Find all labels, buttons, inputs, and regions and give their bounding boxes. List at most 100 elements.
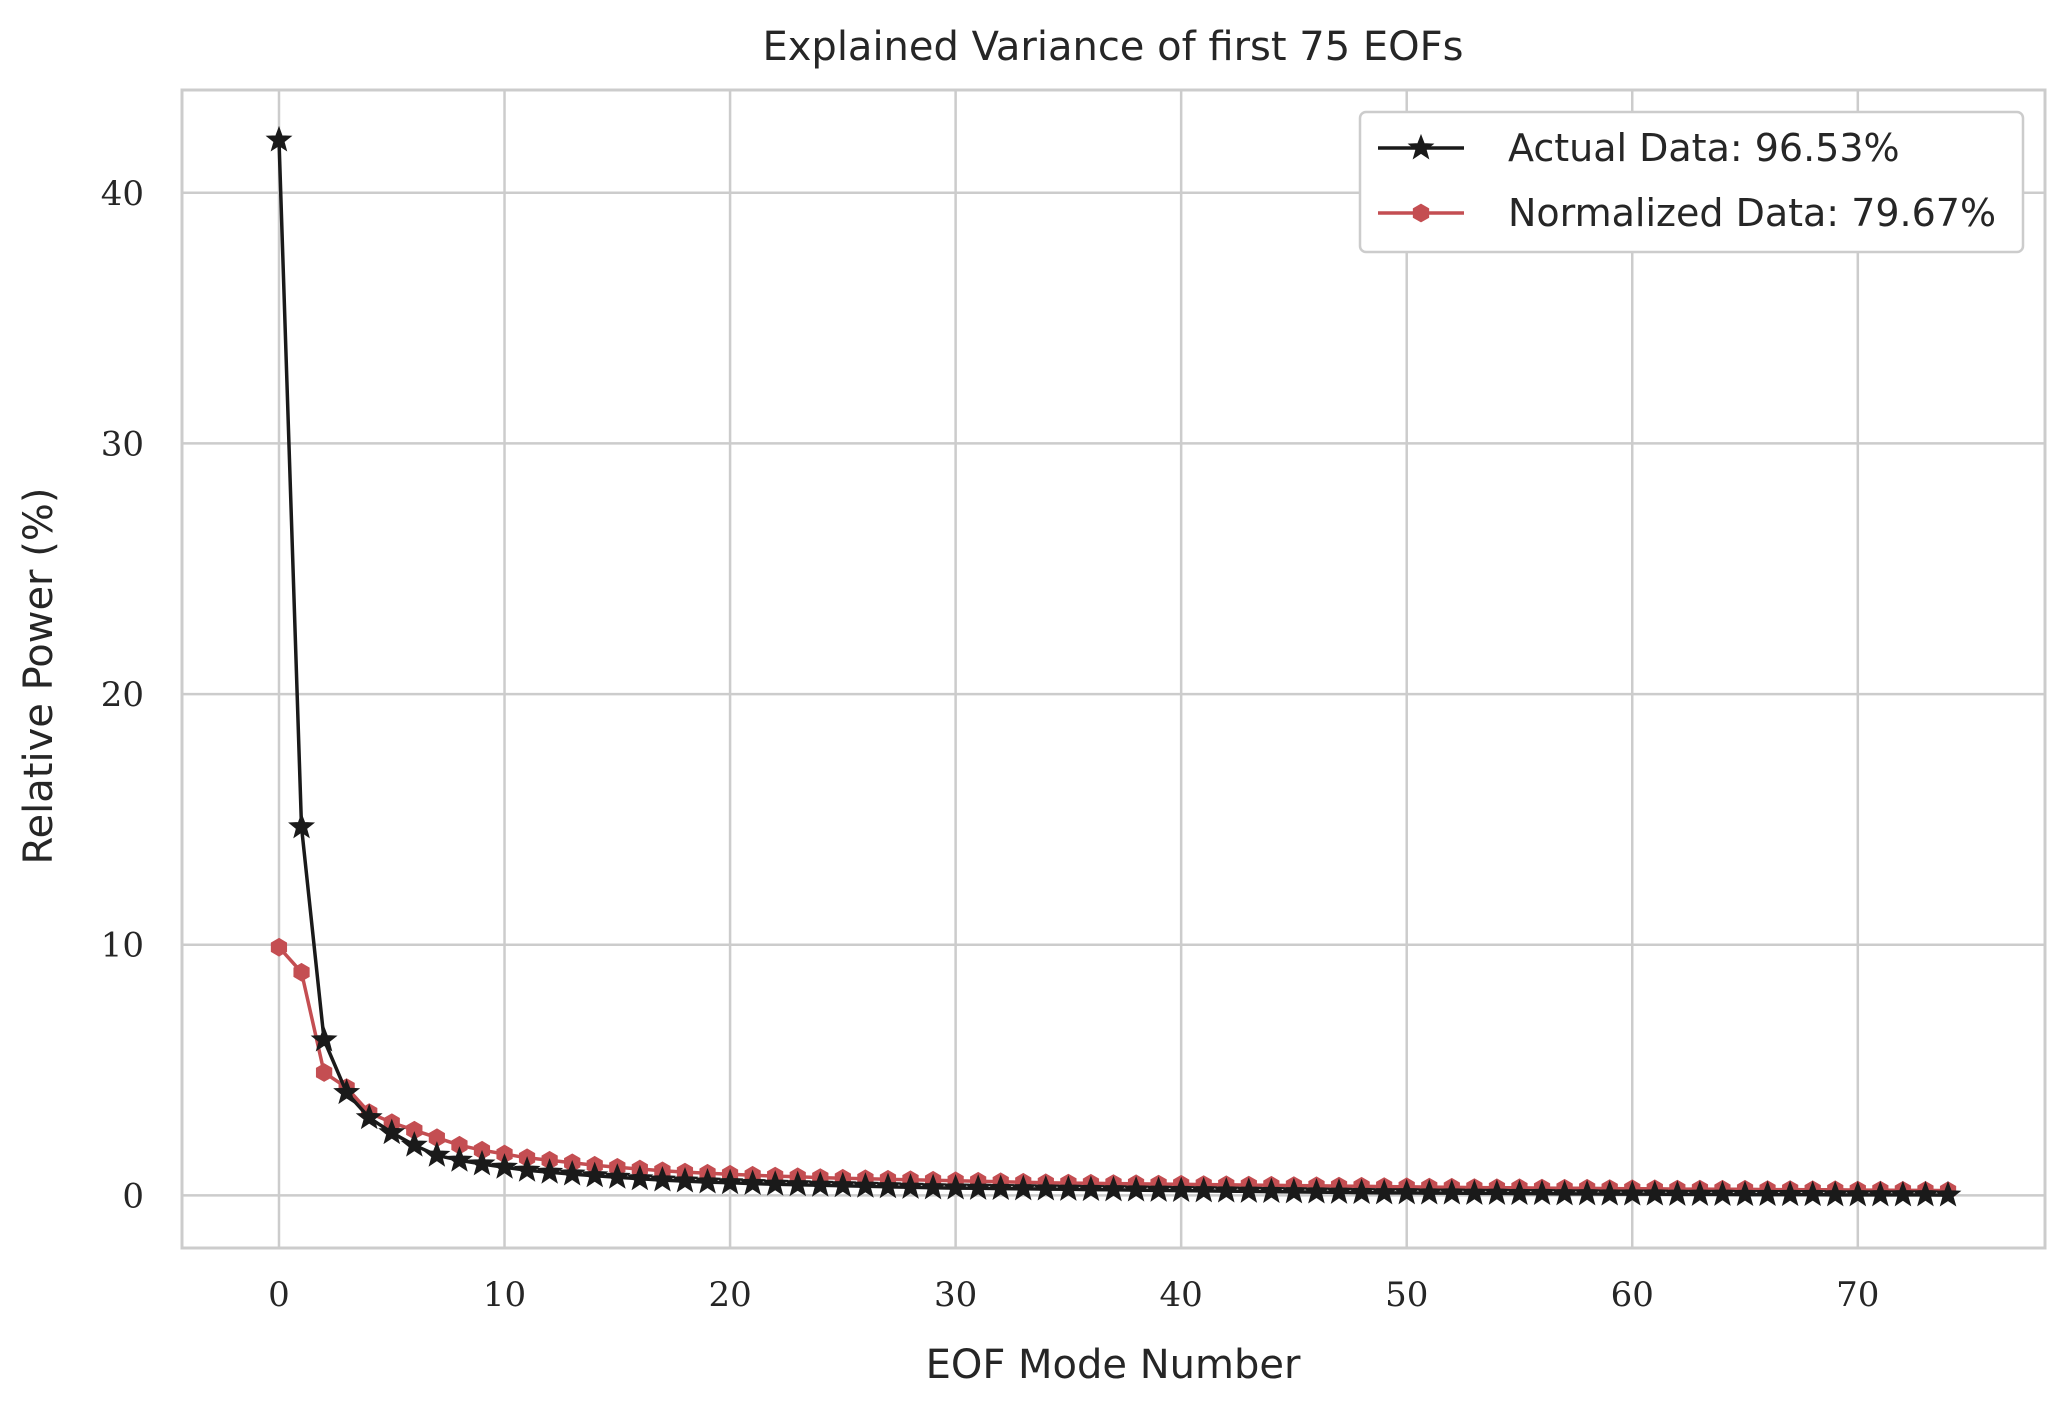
data-point-actual [1100, 1175, 1127, 1202]
data-point-actual [1303, 1177, 1330, 1204]
data-point-actual [1528, 1179, 1556, 1206]
data-point-actual [1686, 1180, 1714, 1206]
data-point-actual [1731, 1180, 1759, 1207]
data-point-normalized [293, 962, 310, 982]
data-point-actual [784, 1170, 812, 1197]
data-point-actual [1167, 1176, 1195, 1203]
data-point-actual [1190, 1176, 1218, 1203]
data-point-actual [1551, 1179, 1579, 1206]
series-normalized [270, 937, 1957, 1200]
data-point-actual [1415, 1178, 1443, 1205]
series-layer [265, 125, 1962, 1207]
legend: Actual Data: 96.53% Normalized Data: 79.6… [1358, 110, 2025, 254]
data-point-actual [536, 1158, 564, 1184]
data-point-actual [1934, 1180, 1962, 1207]
data-point-normalized [315, 1063, 333, 1082]
data-point-actual [1257, 1177, 1285, 1204]
data-point-actual [874, 1172, 902, 1199]
data-point-actual [1235, 1177, 1263, 1203]
y-tick-label: 0 [122, 1176, 144, 1216]
data-point-actual [1596, 1179, 1624, 1206]
x-tick-label: 60 [1611, 1275, 1654, 1315]
data-point-actual [1325, 1178, 1353, 1204]
data-point-actual [761, 1170, 789, 1196]
data-point-actual [1370, 1178, 1398, 1205]
data-point-actual [265, 125, 293, 152]
x-tick-labels: 0 10 20 30 40 50 60 70 [268, 1275, 1879, 1315]
data-point-actual [1799, 1180, 1827, 1207]
legend-marker-actual [1407, 133, 1435, 160]
data-point-actual [739, 1169, 767, 1196]
data-point-actual [468, 1149, 496, 1176]
grid-lines [182, 90, 2045, 1248]
y-tick-label: 20 [101, 675, 144, 715]
data-point-actual [1054, 1175, 1082, 1201]
data-point-actual [581, 1161, 609, 1188]
data-point-actual [1077, 1175, 1105, 1202]
data-point-actual [423, 1141, 451, 1167]
data-point-actual [1032, 1174, 1060, 1201]
legend-label-normalized: Normalized Data: 79.67% [1508, 191, 1996, 235]
x-tick-label: 10 [483, 1275, 526, 1315]
data-point-actual [558, 1159, 586, 1186]
series-actual [265, 125, 1962, 1207]
data-point-actual [806, 1171, 834, 1197]
data-point-actual [1393, 1178, 1421, 1205]
y-tick-labels: 0 10 20 30 40 [101, 174, 144, 1217]
x-tick-label: 30 [934, 1275, 977, 1315]
data-point-actual [513, 1156, 541, 1182]
data-point-normalized [270, 937, 288, 957]
x-tick-label: 70 [1836, 1275, 1879, 1315]
data-point-actual [1754, 1180, 1782, 1207]
legend-label-actual: Actual Data: 96.53% [1508, 126, 1900, 170]
data-point-actual [851, 1172, 879, 1198]
legend-box [1358, 110, 2025, 254]
data-point-actual [1844, 1180, 1872, 1207]
y-tick-label: 10 [101, 926, 144, 966]
legend-entries: Actual Data: 96.53% Normalized Data: 79.6… [1378, 126, 1996, 235]
data-point-actual [1821, 1180, 1849, 1207]
data-point-actual [987, 1174, 1015, 1201]
data-point-actual [355, 1103, 383, 1130]
data-point-actual [288, 812, 316, 839]
series-line-actual [277, 140, 1949, 1197]
data-point-actual [1709, 1180, 1736, 1206]
y-tick-label: 40 [101, 174, 144, 214]
data-point-actual [1641, 1179, 1669, 1206]
data-point-actual [942, 1173, 970, 1200]
y-tick-label: 30 [101, 424, 144, 464]
data-point-actual [1618, 1179, 1646, 1206]
x-axis-label: EOF Mode Number [926, 1342, 1301, 1388]
data-point-actual [919, 1173, 947, 1200]
x-tick-label: 50 [1385, 1275, 1428, 1315]
data-point-actual [1573, 1179, 1601, 1206]
data-point-actual [671, 1166, 699, 1193]
data-point-actual [1438, 1178, 1466, 1205]
data-point-actual [964, 1174, 992, 1200]
data-point-actual [1506, 1179, 1533, 1206]
data-point-actual [378, 1118, 406, 1145]
data-point-actual [1911, 1180, 1939, 1207]
data-point-actual [694, 1167, 721, 1194]
data-point-actual [1122, 1175, 1150, 1202]
data-point-actual [1866, 1180, 1894, 1207]
x-tick-label: 0 [268, 1275, 290, 1315]
data-point-actual [829, 1171, 857, 1198]
data-point-actual [1348, 1178, 1376, 1205]
data-point-actual [400, 1131, 428, 1157]
data-point-actual [1483, 1179, 1511, 1205]
y-axis-label: Relative Power (%) [16, 488, 62, 865]
data-point-actual [1889, 1180, 1917, 1207]
data-point-actual [1776, 1180, 1804, 1207]
data-point-actual [1280, 1177, 1308, 1204]
data-point-actual [897, 1173, 924, 1199]
data-point-actual [1145, 1176, 1173, 1202]
data-point-actual [1663, 1180, 1691, 1206]
data-point-actual [1009, 1174, 1037, 1201]
x-tick-label: 20 [708, 1275, 751, 1315]
data-point-actual [1212, 1176, 1240, 1203]
data-point-actual [626, 1164, 654, 1191]
chart-title: Explained Variance of first 75 EOFs [762, 24, 1463, 70]
data-point-actual [648, 1165, 676, 1192]
